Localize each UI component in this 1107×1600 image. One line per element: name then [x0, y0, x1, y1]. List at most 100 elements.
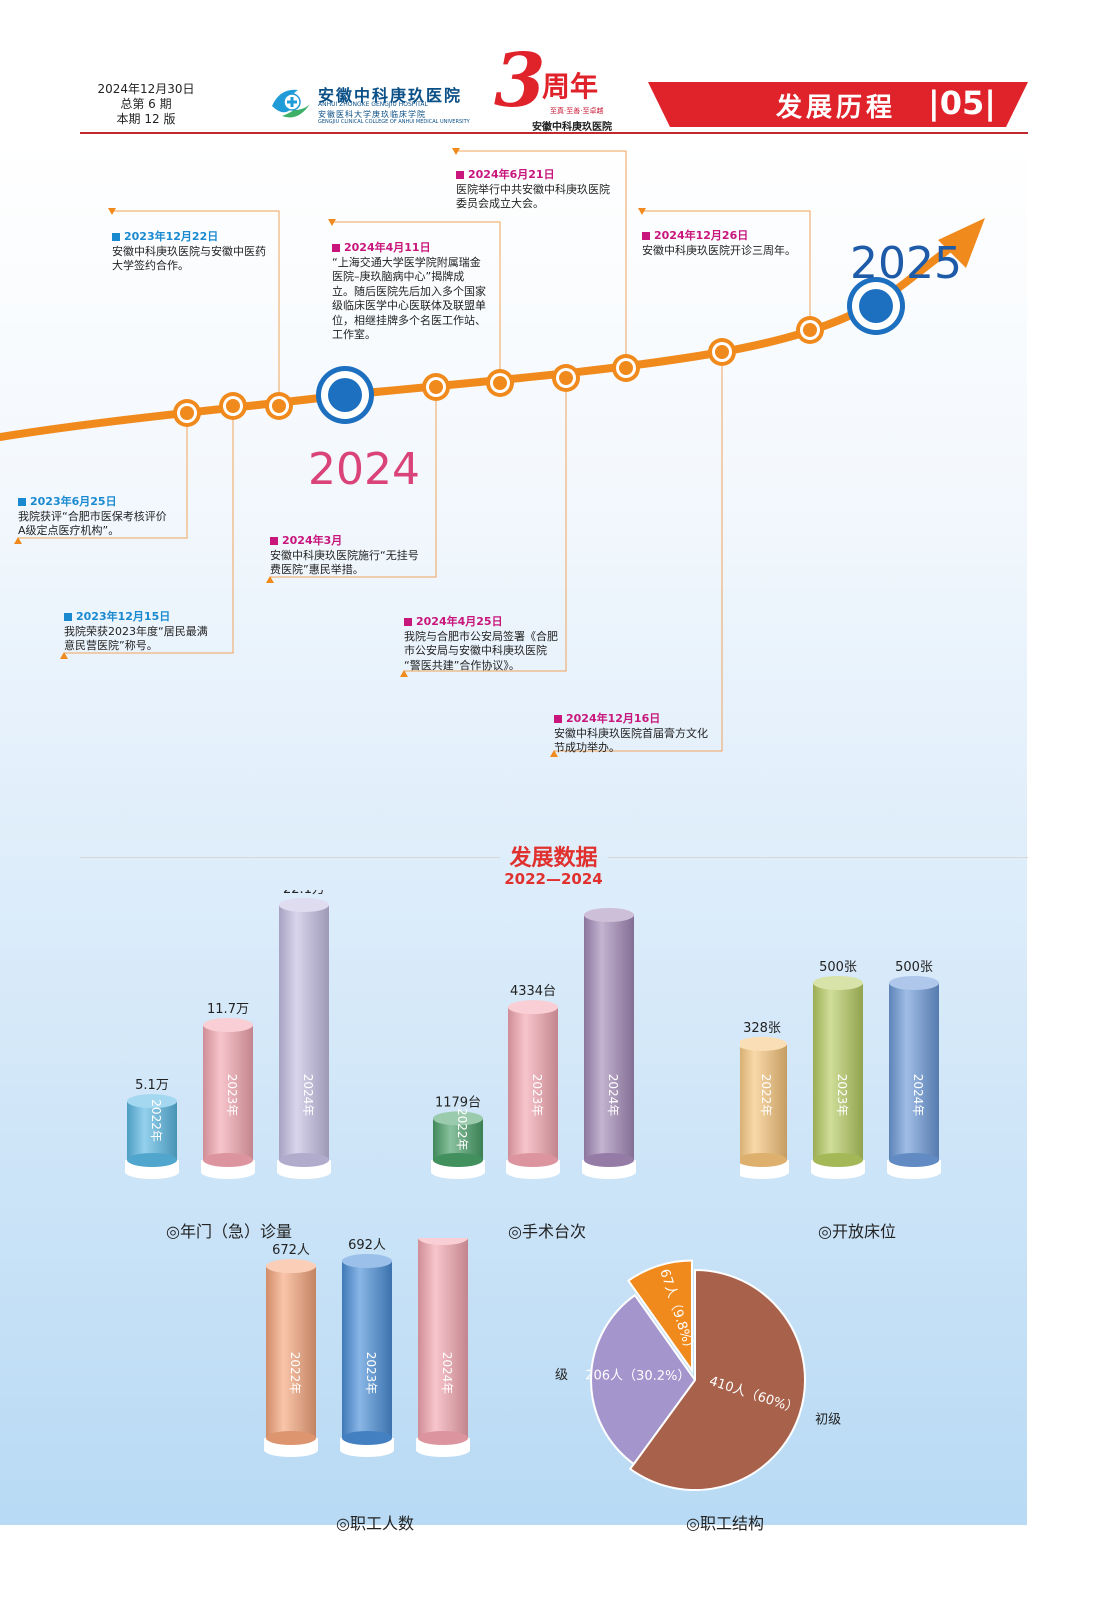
- chart-title-staff: ◎职工人数: [336, 1514, 414, 1533]
- connector-line: [332, 221, 501, 383]
- timeline-node: [219, 392, 247, 420]
- chart-title-staff-structure: ◎职工结构: [686, 1514, 764, 1533]
- timeline-node: [708, 338, 736, 366]
- issue-total: 总第 6 期: [120, 97, 172, 111]
- pie-slice-name-label: 初级: [815, 1412, 841, 1427]
- event-date: 2023年6月25日: [30, 495, 117, 508]
- marker-triangle: [550, 750, 558, 757]
- bar-value-label: 500张: [895, 960, 933, 975]
- event-date: 2024年4月25日: [416, 615, 503, 628]
- square-bullet-icon: [18, 498, 26, 507]
- connector-line: [404, 378, 567, 672]
- bar-value-label: 500张: [819, 960, 857, 975]
- anniversary-word: 周年: [542, 70, 598, 103]
- chart-title-visits: ◎年门（急）诊量: [166, 1222, 292, 1241]
- chart-title-surgeries: ◎手术台次: [508, 1222, 586, 1241]
- pie-slice-中级: [590, 1293, 697, 1466]
- bar-top: [813, 976, 863, 990]
- year-node-2024: [316, 366, 374, 424]
- timeline-event: 2024年4月25日 我院与合肥市公安局签署《合肥 市公安局与安徽中科庚玖医院 …: [404, 615, 558, 673]
- section-title: 发展历程: [776, 93, 897, 123]
- timeline-node: [796, 316, 824, 344]
- bar-top: [279, 898, 329, 912]
- marker-triangle: [266, 576, 274, 583]
- bar-top: [508, 1000, 558, 1015]
- bar-2024年: [889, 983, 939, 1160]
- page-number: |05|: [928, 84, 996, 122]
- pie-slice-value-label: 206人（30.2%）: [585, 1368, 690, 1384]
- connector-line: [554, 352, 723, 752]
- connector-line: [642, 210, 811, 330]
- square-bullet-icon: [554, 715, 562, 724]
- bar-top: [740, 1036, 787, 1051]
- bar-2022年: [266, 1266, 316, 1438]
- event-text: 我院获评“合肥市医保考核评价 A级定点医疗机构”。: [18, 509, 167, 538]
- event-text: 我院荣获2023年度“居民最满 意民营医院”称号。: [64, 624, 208, 653]
- bar-2023年: [508, 1007, 558, 1160]
- timeline-event: 2023年6月25日 我院获评“合肥市医保考核评价 A级定点医疗机构”。: [18, 495, 167, 539]
- square-bullet-icon: [270, 537, 278, 546]
- event-date-row: 2023年12月22日: [112, 230, 266, 245]
- event-date-row: 2024年4月25日: [404, 615, 558, 630]
- event-date-row: 2024年12月16日: [554, 712, 708, 727]
- connector-line: [456, 150, 627, 368]
- bar-category-label: 2022年: [455, 1108, 469, 1151]
- connector-line: [64, 406, 234, 654]
- bar-top: [418, 1238, 468, 1245]
- background-panel: [0, 140, 1027, 1525]
- chart-title-beds: ◎开放床位: [818, 1222, 896, 1241]
- bar-bottom: [266, 1431, 316, 1445]
- bar-bottom: [740, 1153, 787, 1167]
- bar-category-label: 2023年: [225, 1074, 239, 1117]
- bar-2022年: [740, 1043, 787, 1160]
- event-text: 安徽中科庚玖医院开诊三周年。: [642, 243, 796, 257]
- bar-top: [342, 1254, 392, 1269]
- banner-shape: [648, 82, 1028, 127]
- event-text: 安徽中科庚玖医院施行“无挂号 费医院”惠民举措。: [270, 548, 419, 577]
- bar-bottom: [342, 1431, 392, 1445]
- anniversary-hospital-name: 安徽中科庚玖医院: [532, 122, 612, 133]
- timeline-arrow-icon: [938, 218, 985, 268]
- event-date: 2024年12月26日: [654, 229, 749, 242]
- event-date: 2024年4月11日: [344, 241, 431, 254]
- timeline-event: 2023年12月22日 安徽中科庚玖医院与安徽中医药 大学签约合作。: [112, 230, 266, 274]
- bar-category-label: 2022年: [149, 1099, 163, 1142]
- year-node-2025: [847, 277, 905, 335]
- anniversary-slogan: 至真·至善·至卓越: [550, 107, 604, 115]
- bar-value-label: 4334台: [510, 984, 556, 999]
- event-date: 2023年12月22日: [124, 230, 219, 243]
- timeline-event: 2024年4月11日 “上海交通大学医学院附属瑞金 医院–庚玖脑病中心”揭牌成 …: [332, 241, 486, 343]
- pie-slice-name-label: 中级: [555, 1368, 568, 1383]
- bar-2024年: [279, 905, 329, 1160]
- bar-chart-staff: 672人2022年692人2023年782人2024年: [264, 1238, 470, 1457]
- timeline-node: [265, 392, 293, 420]
- bar-2023年: [342, 1261, 392, 1438]
- bar-chart-visits: 5.1万 2022年 11.7万 2023年 22.1万 2024年: [125, 890, 331, 1179]
- bar-bottom: [203, 1153, 253, 1167]
- section-divider: [608, 857, 1028, 858]
- bar-2022年: [127, 1101, 177, 1160]
- bar-top: [889, 976, 939, 990]
- issue-date: 2024年12月30日: [97, 82, 195, 96]
- event-text: 医院举行中共安徽中科庚玖医院 委员会成立大会。: [456, 182, 610, 211]
- connector-line: [18, 413, 188, 539]
- bar-bottom: [889, 1153, 939, 1167]
- square-bullet-icon: [64, 613, 72, 622]
- bar-2024年: [584, 915, 634, 1160]
- bar-value-label: 672人: [272, 1243, 310, 1258]
- event-date-row: 2024年4月11日: [332, 241, 486, 256]
- hospital-logo: 安徽中科庚玖医院 ANHUI ZHONGKE GENGJIU HOSPITAL …: [268, 80, 470, 126]
- event-text: 我院与合肥市公安局签署《合肥 市公安局与安徽中科庚玖医院 “警医共建”合作协议》…: [404, 629, 558, 672]
- event-date-row: 2024年12月26日: [642, 229, 796, 244]
- marker-triangle: [400, 670, 408, 677]
- event-date-row: 2024年3月: [270, 534, 419, 549]
- bar-value-label: 6947台: [586, 905, 632, 907]
- bar-2023年: [813, 983, 863, 1160]
- bar-2023年: [203, 1025, 253, 1160]
- timeline-node: [612, 354, 640, 382]
- logo-chinese-name: 安徽中科庚玖医院: [318, 86, 463, 105]
- timeline-node: [422, 373, 450, 401]
